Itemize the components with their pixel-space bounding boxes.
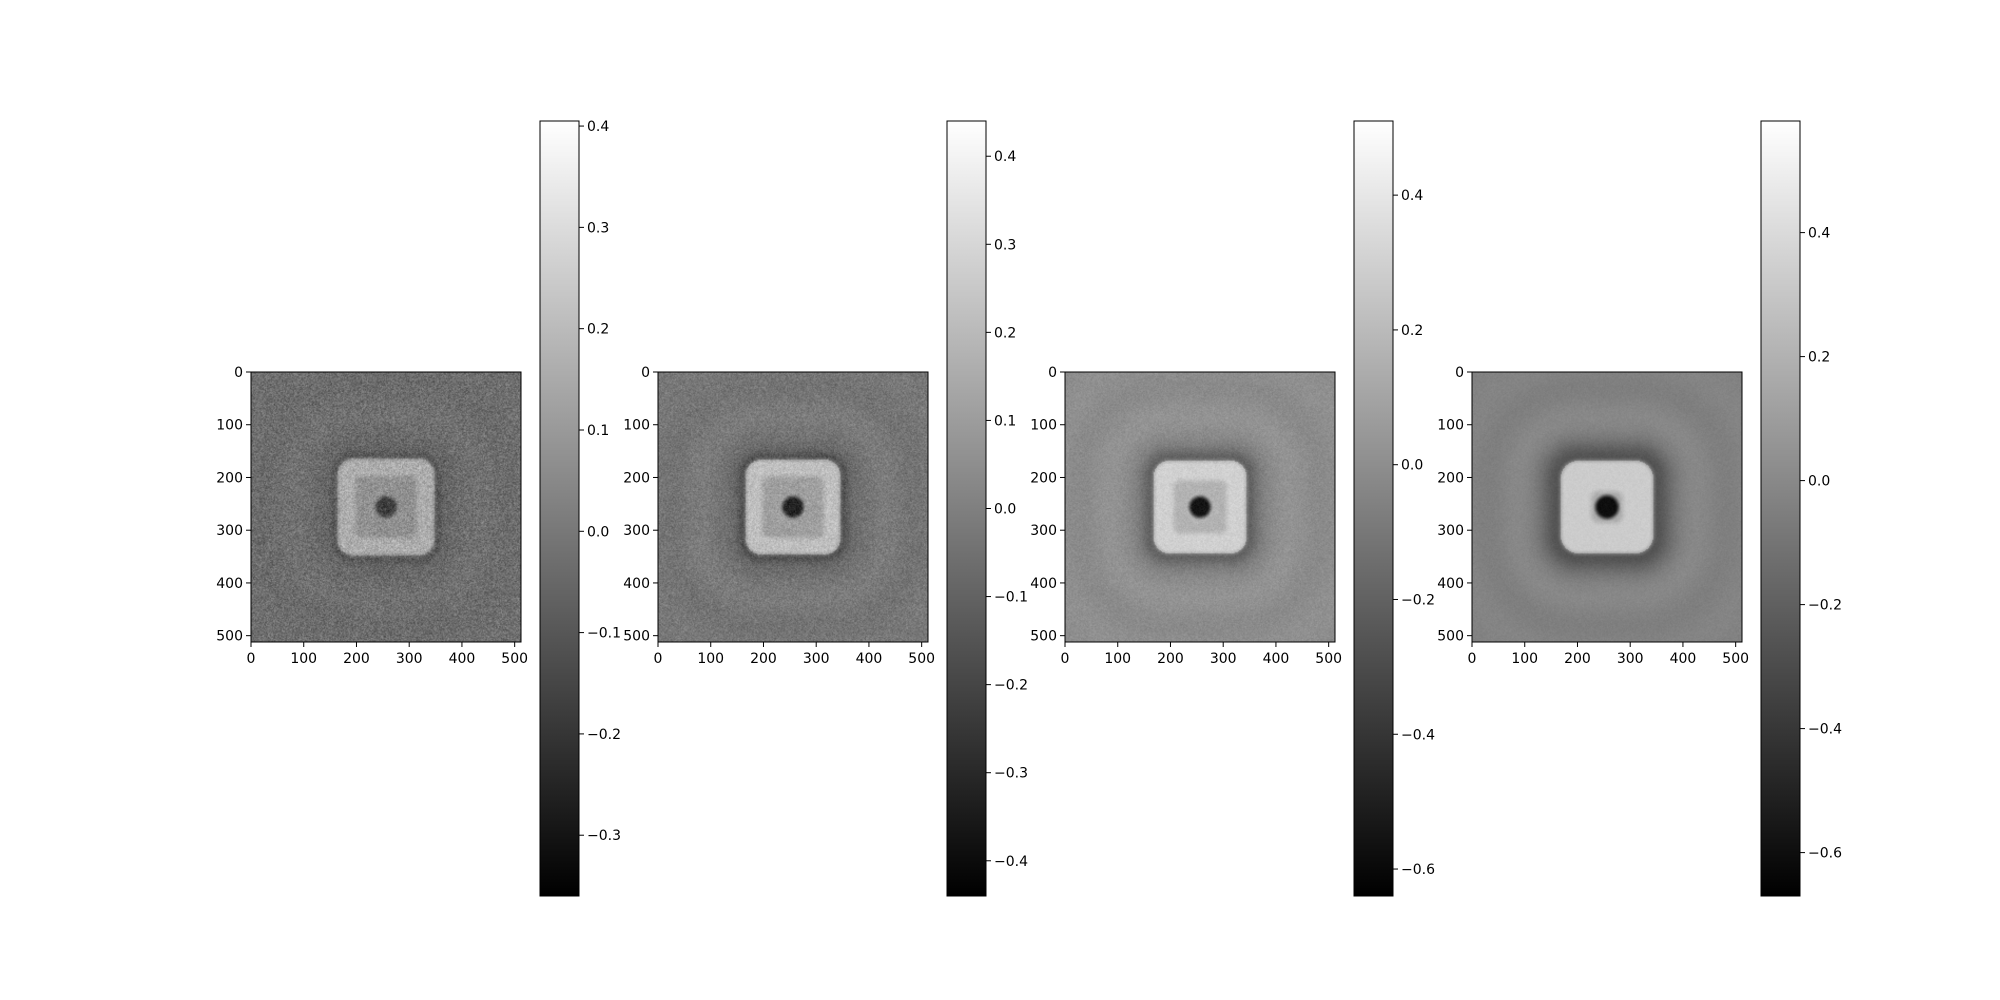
colorbar-tick-label: 0.4 xyxy=(587,119,609,135)
colorbar-tick-label: 0.2 xyxy=(1808,350,1830,366)
axes-frame-2 xyxy=(657,371,929,643)
x-tick-label: 100 xyxy=(697,651,724,667)
colorbar-tick-label: −0.4 xyxy=(994,854,1028,870)
colorbar-tick-label: 0.2 xyxy=(587,322,609,338)
colorbar-tick-label: −0.1 xyxy=(994,590,1028,606)
colorbar-tick-label: −0.3 xyxy=(587,828,621,844)
heatmap-panel-3: 0 100 200 300 400 5000100200300400500−0.6−0.4… xyxy=(1030,120,1435,897)
colorbar-tick-label: −0.6 xyxy=(1808,846,1842,862)
y-tick-label: 400 xyxy=(623,576,650,592)
x-tick-label: 200 xyxy=(343,651,370,667)
x-tick-label: 200 xyxy=(1564,651,1591,667)
x-tick-label: 0 xyxy=(1061,651,1070,667)
colorbar-tick-label: 0.0 xyxy=(1808,474,1830,490)
x-tick-label: 100 xyxy=(1104,651,1131,667)
y-tick-label: 100 xyxy=(1437,418,1464,434)
colorbar-tick-label: −0.3 xyxy=(994,766,1028,782)
y-tick-label: 200 xyxy=(1437,470,1464,486)
x-tick-label: 400 xyxy=(856,651,883,667)
x-tick-label: 200 xyxy=(750,651,777,667)
y-tick-label: 200 xyxy=(216,470,243,486)
x-tick-label: 500 xyxy=(908,651,935,667)
heatmap-image-3 xyxy=(1065,372,1335,642)
colorbar-tick-label: −0.2 xyxy=(1808,598,1842,614)
y-tick-label: 500 xyxy=(623,629,650,645)
x-tick-label: 400 xyxy=(1670,651,1697,667)
x-tick-label: 300 xyxy=(1617,651,1644,667)
colorbar-tick-label: 0.0 xyxy=(587,524,609,540)
x-tick-label: 500 xyxy=(501,651,528,667)
heatmap-panel-1: 0 100 200 300 400 5000100200300400500−0.3−0.2… xyxy=(216,119,621,897)
y-tick-label: 400 xyxy=(1437,576,1464,592)
heatmap-panel-2: 0 100 200 300 400 5000100200300400500−0.4−0.3… xyxy=(623,120,1028,897)
x-tick-label: 100 xyxy=(1511,651,1538,667)
colorbar-tick-label: 0.4 xyxy=(994,149,1016,165)
colorbar-tick-label: 0.3 xyxy=(587,220,609,236)
y-tick-label: 200 xyxy=(1030,470,1057,486)
y-tick-label: 500 xyxy=(1437,629,1464,645)
x-tick-label: 100 xyxy=(290,651,317,667)
axes-frame-3 xyxy=(1064,371,1336,643)
y-tick-label: 300 xyxy=(216,523,243,539)
colorbar-tick-label: 0.3 xyxy=(994,237,1016,253)
y-tick-label: 0 xyxy=(641,365,650,381)
colorbar-tick-label: −0.4 xyxy=(1401,727,1435,743)
colorbar-4 xyxy=(1760,120,1801,897)
y-tick-label: 300 xyxy=(623,523,650,539)
y-tick-label: 500 xyxy=(1030,629,1057,645)
heatmap-panel-4: 0 100 200 300 400 5000100200300400500−0.6−0.4… xyxy=(1437,120,1842,897)
colorbar-tick-label: 0.0 xyxy=(1401,458,1423,474)
y-tick-label: 100 xyxy=(216,418,243,434)
x-tick-label: 500 xyxy=(1315,651,1342,667)
x-tick-label: 300 xyxy=(803,651,830,667)
axes-frame-4 xyxy=(1471,371,1743,643)
colorbar-tick-label: 0.1 xyxy=(994,413,1016,429)
heatmap-image-4 xyxy=(1472,372,1742,642)
colorbar-tick-label: −0.1 xyxy=(587,626,621,642)
colorbar-tick-label: 0.2 xyxy=(994,325,1016,341)
y-tick-label: 300 xyxy=(1030,523,1057,539)
colorbar-tick-label: −0.2 xyxy=(1401,592,1435,608)
colorbar-tick-label: 0.4 xyxy=(1401,188,1423,204)
x-tick-label: 0 xyxy=(654,651,663,667)
y-tick-label: 500 xyxy=(216,629,243,645)
colorbar-1 xyxy=(539,120,580,897)
y-tick-label: 100 xyxy=(1030,418,1057,434)
colorbar-tick-label: 0.4 xyxy=(1808,226,1830,242)
y-tick-label: 100 xyxy=(623,418,650,434)
y-tick-label: 0 xyxy=(1048,365,1057,381)
x-tick-label: 0 xyxy=(1468,651,1477,667)
colorbar-tick-label: −0.2 xyxy=(587,727,621,743)
x-tick-label: 0 xyxy=(247,651,256,667)
colorbar-tick-label: −0.6 xyxy=(1401,862,1435,878)
heatmap-image-2 xyxy=(658,372,928,642)
y-tick-label: 400 xyxy=(1030,576,1057,592)
y-tick-label: 200 xyxy=(623,470,650,486)
colorbar-tick-label: −0.4 xyxy=(1808,722,1842,738)
x-tick-label: 500 xyxy=(1722,651,1749,667)
y-tick-label: 400 xyxy=(216,576,243,592)
heatmap-image-1 xyxy=(251,372,521,642)
axes-frame-1 xyxy=(250,371,522,643)
x-tick-label: 300 xyxy=(1210,651,1237,667)
colorbar-tick-label: 0.2 xyxy=(1401,323,1423,339)
x-tick-label: 400 xyxy=(1263,651,1290,667)
colorbar-2 xyxy=(946,120,987,897)
x-tick-label: 300 xyxy=(396,651,423,667)
x-tick-label: 400 xyxy=(449,651,476,667)
y-tick-label: 0 xyxy=(1455,365,1464,381)
y-tick-label: 300 xyxy=(1437,523,1464,539)
y-tick-label: 0 xyxy=(234,365,243,381)
colorbar-tick-label: 0.0 xyxy=(994,502,1016,518)
x-tick-label: 200 xyxy=(1157,651,1184,667)
colorbar-3 xyxy=(1353,120,1394,897)
colorbar-tick-label: 0.1 xyxy=(587,423,609,439)
colorbar-tick-label: −0.2 xyxy=(994,678,1028,694)
